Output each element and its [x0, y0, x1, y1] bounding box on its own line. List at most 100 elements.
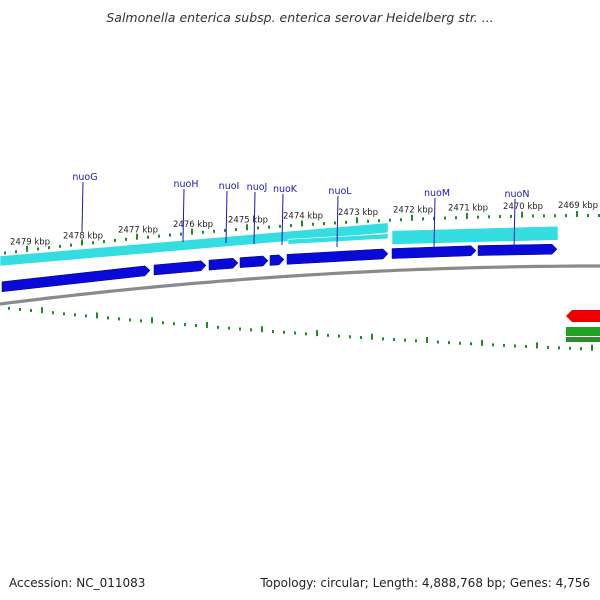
- cds-arrow[interactable]: [153, 260, 207, 276]
- scale-tick: [587, 214, 589, 218]
- scale-tick-inner: [404, 338, 406, 342]
- scale-tick: [499, 215, 501, 219]
- scale-tick-inner: [140, 319, 142, 323]
- scale-tick-inner: [580, 347, 582, 351]
- scale-tick-inner: [184, 323, 186, 327]
- scale-label: 2472 kbp: [393, 206, 433, 216]
- gene-label[interactable]: nuoK: [273, 184, 298, 195]
- scale-tick-inner: [19, 307, 21, 311]
- scale-tick-inner: [74, 313, 76, 317]
- scale-tick-inner: [591, 344, 593, 351]
- scale-tick-inner: [415, 339, 417, 343]
- scale-tick: [356, 217, 358, 224]
- scale-tick: [455, 216, 457, 220]
- gene-label[interactable]: nuoJ: [247, 182, 268, 193]
- cds-arrow[interactable]: [239, 255, 269, 268]
- scale-tick: [15, 250, 17, 254]
- scale-tick: [147, 235, 149, 239]
- accession-label: Accession: NC_011083: [9, 576, 146, 590]
- scale-tick-inner: [30, 309, 32, 313]
- scale-tick: [554, 214, 556, 218]
- cds-arrow[interactable]: [286, 248, 389, 265]
- feature-band: [0, 222, 389, 267]
- scale-tick: [290, 224, 292, 228]
- scale-tick: [378, 219, 380, 223]
- scale-tick-inner: [492, 343, 494, 347]
- scale-tick: [411, 214, 413, 221]
- gene-label[interactable]: nuoL: [328, 186, 352, 197]
- scale-tick-inner: [162, 321, 164, 325]
- scale-tick: [598, 214, 600, 218]
- scale-tick-inner: [305, 332, 307, 336]
- scale-tick-inner: [327, 333, 329, 337]
- scale-tick: [268, 225, 270, 229]
- topology-summary: Topology: circular; Length: 4,888,768 bp…: [260, 576, 590, 590]
- scale-tick: [312, 222, 314, 226]
- scale-tick: [70, 243, 72, 247]
- scale-tick-inner: [525, 344, 527, 348]
- scale-tick-inner: [448, 341, 450, 345]
- scale-tick: [301, 220, 303, 227]
- scale-tick-inner: [239, 327, 241, 331]
- scale-tick-inner: [63, 312, 65, 316]
- gene-label[interactable]: nuoH: [174, 179, 199, 190]
- cds-arrow[interactable]: [1, 265, 151, 293]
- gene-leader-line: [253, 191, 256, 245]
- scale-tick-inner: [503, 343, 505, 347]
- scale-tick: [466, 212, 468, 219]
- scale-tick-inner: [360, 336, 362, 339]
- scale-tick-inner: [371, 333, 373, 340]
- cds-arrow[interactable]: [208, 257, 239, 271]
- scale-label: 2475 kbp: [228, 216, 268, 226]
- scale-tick-inner: [382, 337, 384, 341]
- scale-tick-inner: [459, 341, 461, 345]
- scale-label: 2469 kbp: [558, 201, 598, 211]
- gene-leader-line: [81, 181, 84, 233]
- cds-arrow[interactable]: [477, 243, 558, 256]
- scale-tick: [510, 214, 512, 218]
- scale-label: 2473 kbp: [338, 208, 378, 218]
- cds-arrow[interactable]: [391, 245, 477, 259]
- scale-tick-inner: [52, 311, 54, 315]
- gene-leader-line: [336, 195, 339, 248]
- gene-label[interactable]: nuoI: [219, 181, 240, 192]
- scale-tick: [444, 216, 446, 220]
- gene-label[interactable]: nuoG: [72, 172, 97, 183]
- scale-tick: [202, 230, 204, 234]
- scale-tick: [532, 214, 534, 218]
- scale-tick: [26, 245, 28, 252]
- scale-label: 2479 kbp: [10, 238, 50, 248]
- scale-tick: [4, 251, 6, 255]
- scale-tick: [136, 233, 138, 240]
- gene-leader-line: [182, 188, 185, 243]
- scale-tick-inner: [547, 345, 549, 349]
- scale-tick: [114, 238, 116, 242]
- scale-tick: [367, 219, 369, 223]
- gene-label[interactable]: nuoN: [505, 189, 530, 200]
- green-feature-band[interactable]: [566, 327, 600, 336]
- scale-tick: [180, 232, 182, 236]
- scale-tick: [37, 247, 39, 251]
- scale-tick-inner: [426, 336, 428, 343]
- gene-leader-line: [225, 190, 228, 244]
- scale-tick: [169, 233, 171, 237]
- gene-label[interactable]: nuoM: [424, 188, 450, 199]
- genome-backbone: [0, 264, 600, 306]
- scale-tick-inner: [41, 307, 43, 314]
- red-feature-arrow[interactable]: [566, 310, 600, 322]
- scale-tick-inner: [349, 335, 351, 339]
- scale-tick: [576, 211, 578, 218]
- scale-label: 2471 kbp: [448, 203, 488, 213]
- scale-tick: [257, 226, 259, 230]
- scale-tick-inner: [437, 340, 439, 344]
- scale-tick-inner: [514, 344, 516, 348]
- green-feature-band[interactable]: [566, 337, 600, 342]
- scale-tick: [213, 229, 215, 233]
- scale-tick-inner: [272, 329, 274, 333]
- cds-arrow[interactable]: [269, 254, 285, 266]
- scale-tick: [224, 228, 226, 232]
- scale-tick-inner: [558, 346, 560, 350]
- scale-label: 2474 kbp: [283, 212, 323, 222]
